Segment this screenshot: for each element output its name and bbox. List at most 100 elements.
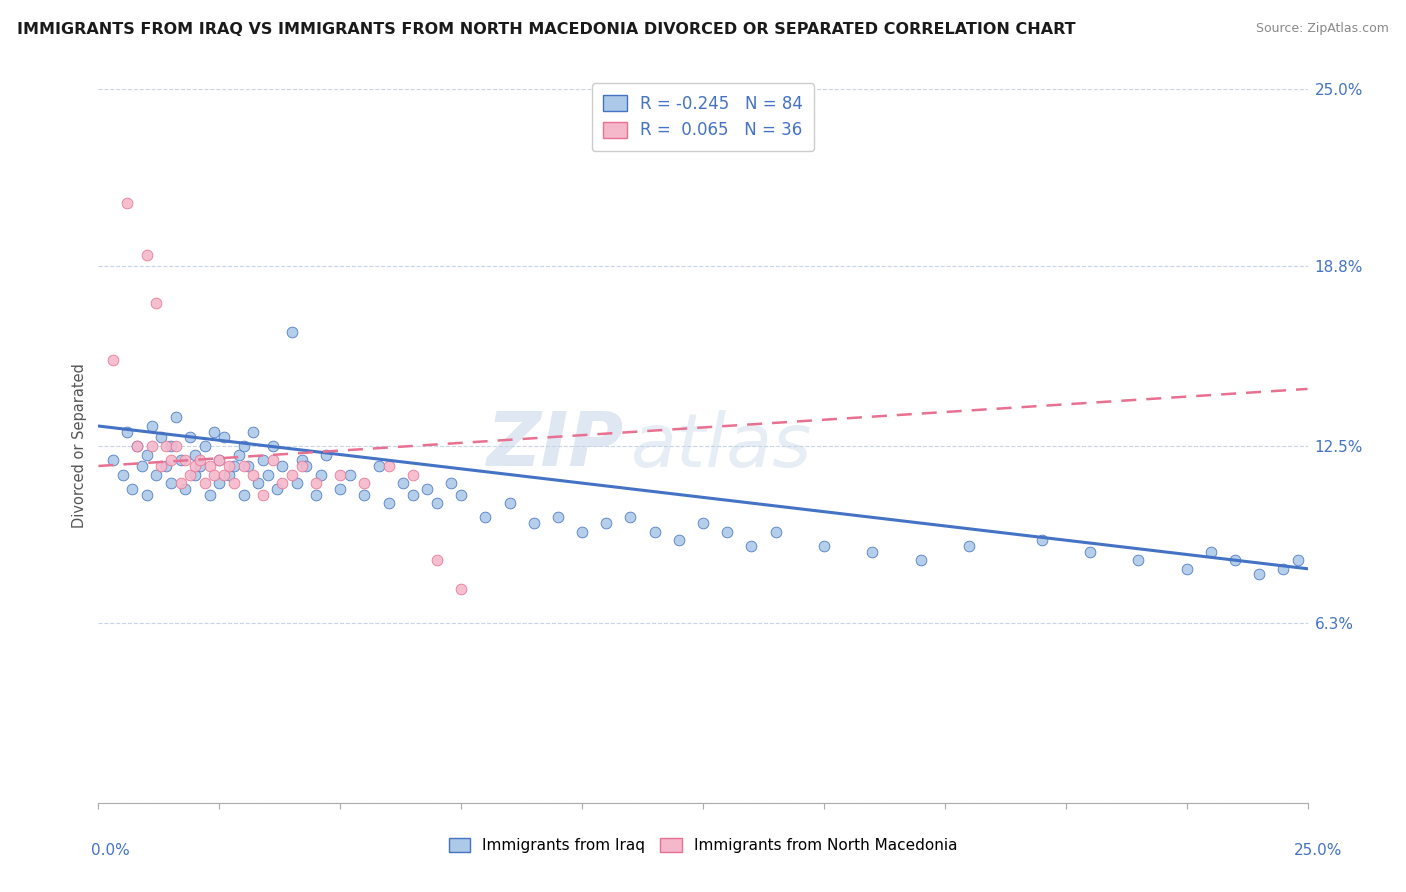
Point: [377, 458, 399, 473]
Point: [315, 448, 337, 462]
Point: [271, 458, 294, 473]
Point: [135, 487, 157, 501]
Point: [169, 476, 191, 491]
Point: [426, 553, 449, 567]
Point: [160, 476, 183, 491]
Point: [117, 196, 139, 211]
Point: [450, 582, 472, 596]
Point: [692, 516, 714, 530]
Text: Source: ZipAtlas.com: Source: ZipAtlas.com: [1256, 22, 1389, 36]
Point: [1286, 553, 1309, 567]
Point: [668, 533, 690, 548]
Point: [290, 453, 312, 467]
Point: [198, 458, 221, 473]
Point: [740, 539, 762, 553]
Point: [242, 425, 264, 439]
Point: [117, 425, 139, 439]
Point: [238, 458, 260, 473]
Point: [353, 476, 375, 491]
Point: [155, 439, 177, 453]
Point: [256, 467, 278, 482]
Point: [1272, 562, 1295, 576]
Point: [127, 439, 149, 453]
Point: [184, 448, 207, 462]
Point: [329, 482, 352, 496]
Point: [440, 476, 463, 491]
Point: [262, 439, 284, 453]
Point: [135, 248, 157, 262]
Point: [135, 448, 157, 462]
Point: [571, 524, 593, 539]
Point: [194, 476, 217, 491]
Point: [174, 453, 197, 467]
Point: [165, 439, 187, 453]
Point: [290, 458, 312, 473]
Point: [498, 496, 520, 510]
Point: [402, 467, 425, 482]
Point: [184, 458, 207, 473]
Point: [184, 467, 207, 482]
Point: [295, 458, 318, 473]
Point: [174, 482, 197, 496]
Point: [232, 458, 254, 473]
Point: [111, 467, 134, 482]
Point: [160, 439, 183, 453]
Point: [1031, 533, 1053, 548]
Point: [218, 467, 240, 482]
Point: [329, 467, 352, 482]
Point: [204, 467, 226, 482]
Point: [1128, 553, 1150, 567]
Point: [426, 496, 449, 510]
Point: [910, 553, 932, 567]
Point: [101, 353, 124, 368]
Point: [127, 439, 149, 453]
Point: [208, 476, 231, 491]
Point: [813, 539, 835, 553]
Text: atlas: atlas: [630, 410, 811, 482]
Point: [188, 458, 211, 473]
Point: [281, 325, 304, 339]
Point: [1078, 544, 1101, 558]
Point: [547, 510, 569, 524]
Point: [402, 487, 425, 501]
Point: [353, 487, 375, 501]
Point: [1249, 567, 1271, 582]
Point: [765, 524, 787, 539]
Point: [194, 439, 217, 453]
Point: [305, 476, 328, 491]
Point: [285, 476, 308, 491]
Point: [141, 419, 163, 434]
Point: [101, 453, 124, 467]
Point: [212, 467, 235, 482]
Point: [1223, 553, 1246, 567]
Point: [271, 476, 294, 491]
Point: [339, 467, 361, 482]
Point: [150, 430, 173, 444]
Point: [232, 487, 254, 501]
Point: [222, 458, 245, 473]
Point: [1199, 544, 1222, 558]
Text: ZIP: ZIP: [486, 409, 624, 483]
Text: IMMIGRANTS FROM IRAQ VS IMMIGRANTS FROM NORTH MACEDONIA DIVORCED OR SEPARATED CO: IMMIGRANTS FROM IRAQ VS IMMIGRANTS FROM …: [17, 22, 1076, 37]
Point: [208, 453, 231, 467]
Point: [252, 453, 274, 467]
Point: [188, 453, 211, 467]
Point: [212, 430, 235, 444]
Point: [644, 524, 666, 539]
Point: [141, 439, 163, 453]
Point: [218, 458, 240, 473]
Legend: Immigrants from Iraq, Immigrants from North Macedonia: Immigrants from Iraq, Immigrants from No…: [443, 831, 963, 859]
Point: [228, 448, 250, 462]
Point: [160, 453, 183, 467]
Point: [305, 487, 328, 501]
Point: [131, 458, 153, 473]
Point: [222, 476, 245, 491]
Point: [957, 539, 980, 553]
Point: [145, 296, 167, 310]
Point: [165, 410, 187, 425]
Text: 25.0%: 25.0%: [1295, 843, 1343, 858]
Point: [450, 487, 472, 501]
Point: [179, 430, 201, 444]
Point: [232, 439, 254, 453]
Point: [368, 458, 391, 473]
